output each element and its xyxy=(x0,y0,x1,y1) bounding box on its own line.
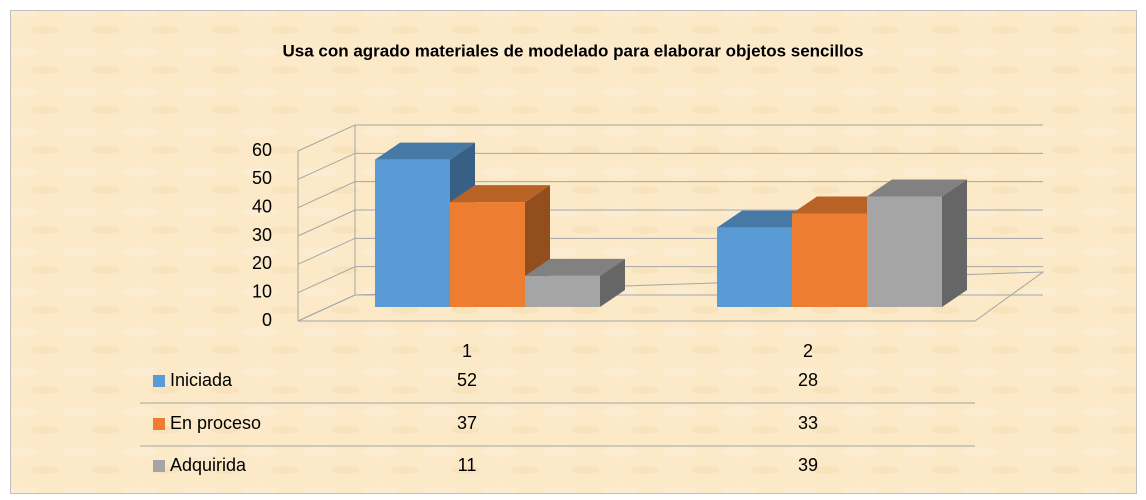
bar-top xyxy=(867,179,967,197)
legend-label: Iniciada xyxy=(170,370,233,390)
grid-line xyxy=(297,124,1043,152)
x-tick-label: 1 xyxy=(462,341,472,361)
y-tick-label: 10 xyxy=(252,281,272,301)
y-tick-label: 40 xyxy=(252,196,272,216)
bar-side xyxy=(600,258,625,307)
grid-line xyxy=(297,152,1043,180)
chart-title: Usa con agrado materiales de modelado pa… xyxy=(282,41,863,60)
bar xyxy=(450,185,550,307)
grid-line xyxy=(297,181,1043,209)
table-value: 33 xyxy=(798,413,818,433)
table-value: 39 xyxy=(798,455,818,475)
y-tick-label: 20 xyxy=(252,253,272,273)
bar-top xyxy=(375,142,475,160)
bar-top xyxy=(450,185,550,203)
table-value: 28 xyxy=(798,370,818,390)
x-tick-label: 2 xyxy=(803,341,813,361)
legend-swatch xyxy=(153,418,165,430)
table-value: 11 xyxy=(458,455,477,475)
table-value: 37 xyxy=(457,413,477,433)
legend-label: Adquirida xyxy=(170,455,247,475)
bar-front xyxy=(792,213,867,307)
bar-side xyxy=(942,179,967,307)
table-value: 52 xyxy=(457,370,477,390)
y-tick-label: 30 xyxy=(252,225,272,245)
y-tick-label: 60 xyxy=(252,140,272,160)
bar-front xyxy=(375,159,450,307)
bar-front xyxy=(450,202,525,307)
legend-swatch xyxy=(153,375,165,387)
bar xyxy=(525,258,625,307)
bar xyxy=(867,179,967,307)
bar-front xyxy=(867,196,942,307)
legend-label: En proceso xyxy=(170,413,261,433)
y-tick-label: 50 xyxy=(252,168,272,188)
bar-front xyxy=(525,275,600,307)
legend-swatch xyxy=(153,460,165,472)
bar-front xyxy=(717,227,792,307)
y-tick-label: 0 xyxy=(262,310,272,330)
bar-top xyxy=(525,258,625,276)
